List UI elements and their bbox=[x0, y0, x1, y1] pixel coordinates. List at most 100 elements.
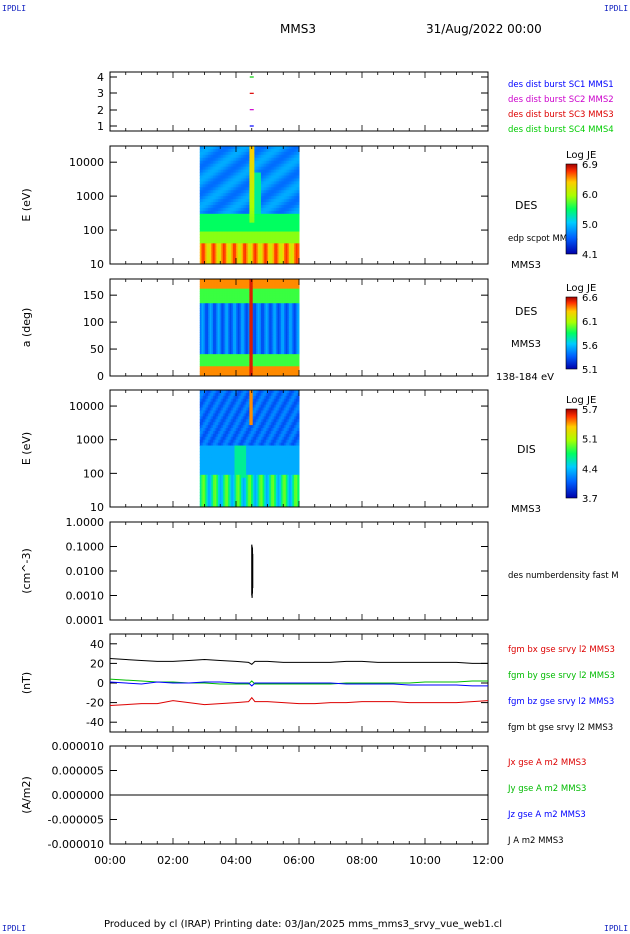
des-pitch-cell bbox=[246, 293, 249, 297]
des-energy-cell bbox=[239, 175, 242, 179]
des-pitch-cell bbox=[275, 288, 279, 292]
des-energy-cell bbox=[229, 181, 232, 185]
des-energy-cell bbox=[236, 258, 239, 262]
des-energy-cell bbox=[226, 216, 229, 221]
des-energy-cell bbox=[236, 169, 239, 174]
des-energy-cell bbox=[234, 175, 237, 179]
des-pitch-cell bbox=[256, 293, 259, 297]
des-energy-cell bbox=[214, 146, 217, 150]
des-energy-cell bbox=[257, 222, 260, 227]
des-energy-cell bbox=[257, 172, 260, 176]
des-energy-cell bbox=[267, 163, 270, 168]
des-energy-cell bbox=[214, 157, 217, 162]
des-pitch-cell bbox=[208, 286, 211, 290]
des-energy-cell bbox=[297, 205, 300, 209]
des-energy-cell bbox=[216, 258, 219, 262]
des-pitch-cell bbox=[236, 298, 239, 302]
des-energy-cell bbox=[229, 172, 232, 176]
des-energy-cell bbox=[284, 213, 287, 218]
des-energy-cell bbox=[285, 181, 288, 185]
des-energy-cell bbox=[246, 169, 249, 174]
des-pitch-cell bbox=[270, 283, 274, 287]
des-energy-cell bbox=[272, 184, 275, 188]
des-energy-cell bbox=[294, 255, 297, 259]
des-energy-cell bbox=[199, 205, 202, 209]
des-energy-cell bbox=[226, 246, 229, 250]
des-energy-cell bbox=[259, 157, 262, 162]
des-energy-cell bbox=[229, 237, 232, 241]
des-pitch-cell bbox=[297, 300, 300, 304]
des-energy-cell bbox=[274, 228, 277, 233]
des-energy-cell bbox=[204, 231, 207, 235]
des-energy-cell bbox=[262, 160, 265, 165]
des-energy-cell bbox=[267, 187, 270, 191]
des-energy-cell bbox=[262, 154, 265, 159]
des-energy-cell bbox=[270, 193, 274, 197]
des-energy-cell bbox=[254, 175, 257, 179]
des-energy-cell bbox=[229, 222, 232, 227]
des-energy-cell bbox=[232, 219, 236, 224]
des-energy-cell bbox=[244, 190, 247, 194]
des-energy-cell bbox=[199, 157, 202, 162]
des-energy-cell bbox=[222, 210, 226, 215]
des-energy-cell bbox=[214, 181, 217, 185]
des-energy-cell bbox=[214, 196, 217, 200]
des-energy-cell bbox=[216, 222, 219, 227]
des-energy-ylabel: E (eV) bbox=[20, 188, 33, 221]
des-energy-cell bbox=[227, 249, 231, 253]
des-pitch-cell bbox=[214, 279, 217, 282]
des-energy-cell bbox=[280, 222, 283, 227]
des-energy-cell bbox=[222, 193, 226, 197]
des-energy-cell bbox=[254, 148, 257, 153]
des-energy-cell bbox=[284, 146, 287, 150]
des-pitch-cell bbox=[252, 293, 255, 297]
des-energy-cell bbox=[289, 184, 292, 188]
des-pitch-cell bbox=[254, 281, 257, 285]
des-energy-cell bbox=[292, 184, 295, 188]
des-pitch-cell bbox=[246, 300, 249, 304]
des-energy-cell bbox=[244, 258, 247, 262]
des-energy-cell bbox=[249, 190, 252, 194]
des-energy-cell bbox=[244, 166, 247, 171]
des-energy-cell bbox=[287, 175, 290, 179]
des-energy-cell bbox=[214, 255, 217, 259]
des-energy-cell bbox=[203, 175, 206, 179]
des-pitch-cell bbox=[289, 291, 292, 295]
des-energy-cell bbox=[272, 213, 275, 218]
des-energy-cell bbox=[217, 154, 221, 159]
des-energy-cell bbox=[277, 210, 280, 215]
des-pitch-cell bbox=[226, 300, 229, 304]
availability-legend-entry: des dist burst SC2 MMS2 bbox=[508, 95, 614, 105]
des-pitch-cell bbox=[234, 283, 237, 287]
des-energy-cell bbox=[277, 154, 280, 159]
des-energy-cell bbox=[224, 222, 227, 227]
des-energy-cell bbox=[260, 249, 264, 253]
des-energy-cell bbox=[264, 222, 267, 227]
des-energy-cell bbox=[211, 246, 214, 250]
des-energy-cell bbox=[260, 210, 264, 215]
des-energy-cell bbox=[262, 246, 265, 250]
des-energy-cell bbox=[234, 190, 237, 194]
des-energy-cell bbox=[199, 222, 202, 227]
des-energy-cell bbox=[222, 151, 226, 156]
des-energy-cell bbox=[224, 175, 227, 179]
des-energy-cell bbox=[252, 190, 255, 194]
des-energy-cell bbox=[219, 240, 222, 244]
des-energy-cell bbox=[236, 172, 239, 176]
des-energy-cell bbox=[214, 190, 217, 194]
des-energy-cell bbox=[199, 193, 202, 197]
des-energy-cell bbox=[234, 255, 237, 259]
des-energy-cell bbox=[269, 187, 272, 191]
des-energy-cell bbox=[213, 151, 216, 156]
des-energy-cell bbox=[213, 181, 216, 185]
des-energy-cell bbox=[269, 213, 272, 218]
des-energy-cell bbox=[211, 213, 214, 218]
des-energy-cell bbox=[244, 193, 247, 197]
des-energy-cell bbox=[272, 190, 275, 194]
des-energy-cell bbox=[208, 252, 211, 256]
des-energy-cell bbox=[204, 169, 207, 174]
des-energy-cell bbox=[219, 225, 222, 230]
des-energy-cell bbox=[277, 219, 280, 224]
des-energy-cell bbox=[242, 193, 245, 197]
des-energy-cell bbox=[260, 190, 264, 194]
